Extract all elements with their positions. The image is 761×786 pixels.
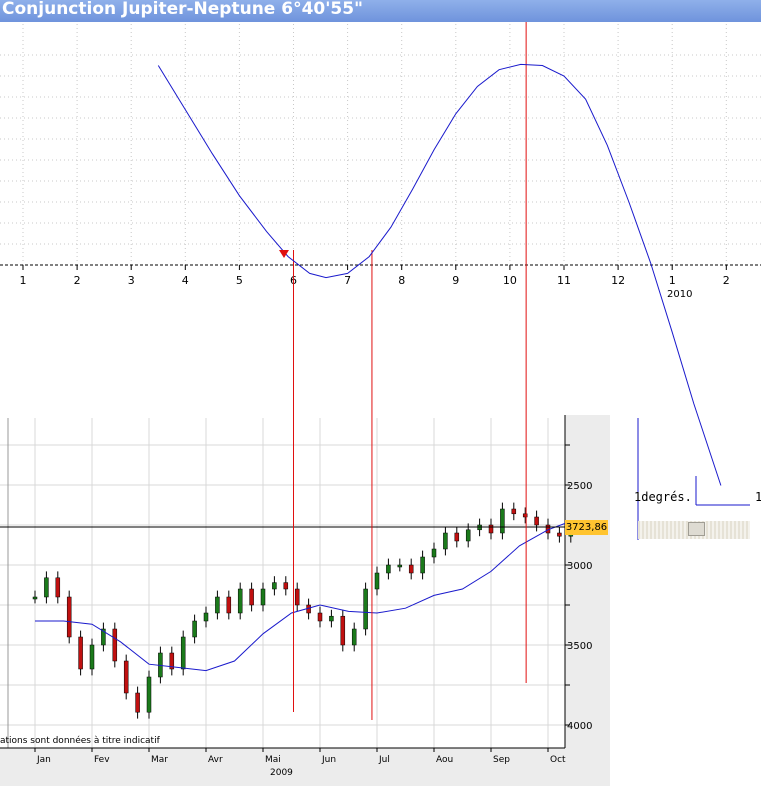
candle-up — [465, 529, 471, 542]
degrees-value: 1 — [755, 490, 761, 504]
stock-grid — [0, 415, 565, 748]
candle-up — [203, 612, 209, 622]
candle-up — [192, 620, 197, 638]
candle-up — [101, 628, 106, 646]
aspect-tick-label: 3 — [128, 274, 135, 287]
aspect-tick-label: 1 — [669, 274, 676, 287]
stock-x-label: Jan — [36, 755, 51, 765]
stock-x-label: Oct — [550, 755, 566, 765]
candle-up — [329, 615, 334, 622]
aspect-axis: 12345678910111212 — [0, 264, 761, 287]
candle-down — [66, 596, 72, 638]
stock-y-label: 4000 — [567, 721, 592, 732]
last-price-badge: 3723,86 — [565, 520, 608, 535]
stock-x-label: Sep — [493, 755, 510, 765]
candle-up — [374, 572, 380, 590]
candle-down — [534, 516, 539, 526]
stock-y-label: 2500 — [567, 481, 592, 492]
candle-up — [146, 676, 152, 713]
blank-panel — [610, 540, 761, 786]
aspect-tick-label: 1 — [20, 274, 27, 287]
year-2010-label: 2010 — [667, 289, 693, 300]
stock-plot-area — [0, 415, 565, 748]
degree-slider-thumb[interactable] — [688, 522, 705, 536]
aspect-tick-label: 7 — [344, 274, 351, 287]
candle-up — [237, 588, 243, 614]
candle-up — [500, 508, 505, 534]
candle-up — [180, 636, 186, 670]
aspect-tick-label: 12 — [611, 274, 625, 287]
candle-down — [112, 628, 118, 662]
candle-down — [408, 564, 414, 574]
candle-up — [397, 564, 403, 568]
aspect-tick-label: 8 — [398, 274, 405, 287]
candle-down — [55, 577, 61, 598]
stock-y-label: 3500 — [567, 641, 592, 652]
aspect-tick-label: 5 — [236, 274, 243, 287]
degrees-label: 1degrés. — [634, 490, 692, 504]
stock-x-label: Mar — [151, 755, 168, 765]
candle-up — [363, 588, 368, 630]
candle-up — [420, 556, 425, 574]
candle-down — [169, 652, 175, 670]
aspect-curve — [157, 63, 722, 486]
candle-up — [431, 548, 437, 558]
disclaimer-text: ations sont données à titre indicatif — [0, 736, 160, 746]
stock-axis: 4000 3500 3000 2500 Jan Fev Mar Avr Mai Jun Jul Aou… — [0, 415, 592, 765]
candle-down — [454, 532, 460, 542]
stock-x-label: Aou — [436, 755, 453, 765]
candle-down — [78, 636, 83, 670]
stock-x-label: Jul — [378, 755, 390, 765]
candle-down — [283, 582, 289, 590]
candle-down — [317, 612, 323, 622]
candle-up — [386, 564, 391, 574]
event-lines — [293, 22, 527, 720]
stock-x-label: Avr — [208, 755, 223, 765]
candle-down — [123, 660, 129, 694]
candlestick-series — [32, 502, 574, 719]
stock-x-label: Fev — [94, 755, 110, 765]
degree-slider-frame — [637, 418, 750, 540]
candle-up — [272, 582, 277, 590]
stock-x-label: Mai — [265, 755, 281, 765]
candle-down — [522, 513, 528, 518]
candle-down — [249, 588, 254, 606]
candle-down — [557, 532, 562, 537]
stock-y-label: 3000 — [567, 561, 592, 572]
candle-down — [226, 596, 232, 614]
candle-up — [443, 532, 448, 550]
candle-down — [340, 615, 346, 646]
candle-up — [215, 596, 220, 614]
candle-up — [89, 644, 95, 670]
event-marker-arrow — [279, 250, 289, 258]
aspect-tick-label: 2 — [723, 274, 730, 287]
aspect-tick-label: 11 — [557, 274, 571, 287]
moving-average-line — [35, 522, 566, 672]
candle-up — [32, 596, 38, 600]
stock-x-label: Jun — [321, 755, 336, 765]
aspect-tick-label: 4 — [182, 274, 189, 287]
stock-year-label: 2009 — [270, 768, 293, 778]
candle-down — [294, 588, 300, 606]
candle-down — [511, 508, 517, 515]
aspect-tick-label: 2 — [74, 274, 81, 287]
title-bar: Conjunction Jupiter-Neptune 6°40'55" — [0, 0, 761, 22]
candle-down — [488, 524, 494, 534]
candle-up — [351, 628, 357, 646]
candle-down — [135, 692, 140, 713]
candle-up — [260, 588, 266, 606]
chart-title: Conjunction Jupiter-Neptune 6°40'55" — [2, 0, 363, 19]
aspect-tick-label: 9 — [452, 274, 459, 287]
aspect-tick-label: 10 — [503, 274, 517, 287]
candle-up — [44, 577, 49, 598]
aspect-grid — [0, 24, 761, 265]
